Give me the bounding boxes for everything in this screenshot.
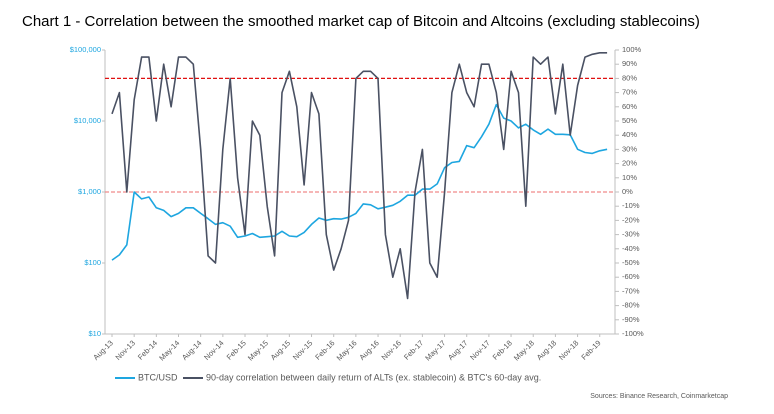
y2-tick-label: 40% [622,130,637,139]
x-tick-label: Feb-18 [491,338,514,361]
x-tick-label: Aug-15 [269,338,292,361]
y2-tick-label: -30% [622,230,640,239]
y-tick-label: $10,000 [74,116,101,125]
x-tick-label: May-18 [512,338,536,362]
y2-tick-label: 0% [622,187,633,196]
y2-tick-label: -60% [622,272,640,281]
y2-tick-label: -50% [622,258,640,267]
y2-tick-label: -100% [622,329,644,338]
y2-tick-label: -70% [622,286,640,295]
x-tick-label: Feb-17 [402,338,425,361]
x-tick-label: May-16 [335,338,359,362]
x-tick-label: Aug-16 [357,338,380,361]
y2-tick-label: 10% [622,173,637,182]
chart-title: Chart 1 - Correlation between the smooth… [22,13,700,30]
x-tick-label: Feb-16 [313,338,336,361]
x-tick-label: Nov-17 [468,338,491,361]
y2-tick-label: -40% [622,244,640,253]
x-tick-label: Nov-14 [202,338,225,361]
legend-label: 90-day correlation between daily return … [206,372,541,382]
y-tick-label: $1,000 [78,187,101,196]
y2-tick-label: 90% [622,59,637,68]
y2-tick-label: -10% [622,201,640,210]
series-line [111,103,608,261]
x-tick-label: Aug-14 [180,338,203,361]
y2-tick-label: 100% [622,45,642,54]
x-tick-label: Aug-13 [91,338,114,361]
y2-tick-label: -20% [622,215,640,224]
y-tick-label: $100 [84,258,101,267]
x-tick-label: Nov-16 [380,338,403,361]
x-tick-label: Feb-14 [136,338,159,361]
y2-tick-label: 50% [622,116,637,125]
legend-label: BTC/USD [138,372,178,382]
x-tick-label: Aug-17 [446,338,469,361]
y2-tick-label: 20% [622,159,637,168]
x-tick-label: Nov-15 [291,338,314,361]
x-tick-label: May-15 [246,338,270,362]
y2-tick-label: 30% [622,144,637,153]
y-tick-label: $10 [88,329,101,338]
x-tick-label: Feb-15 [225,338,248,361]
series-line [111,52,608,300]
y2-tick-label: 60% [622,102,637,111]
x-tick-label: Nov-13 [114,338,137,361]
y2-tick-label: -90% [622,315,640,324]
x-tick-label: Aug-18 [535,338,558,361]
y2-tick-label: 70% [622,88,637,97]
y-tick-label: $100,000 [70,45,101,54]
source: Sources: Binance Research, Coinmarketcap [590,393,728,400]
x-tick-label: Feb-19 [579,338,602,361]
y2-tick-label: -80% [622,301,640,310]
x-tick-label: May-14 [157,338,181,362]
x-tick-label: May-17 [423,338,447,362]
x-tick-label: Nov-18 [557,338,580,361]
y2-tick-label: 80% [622,73,637,82]
